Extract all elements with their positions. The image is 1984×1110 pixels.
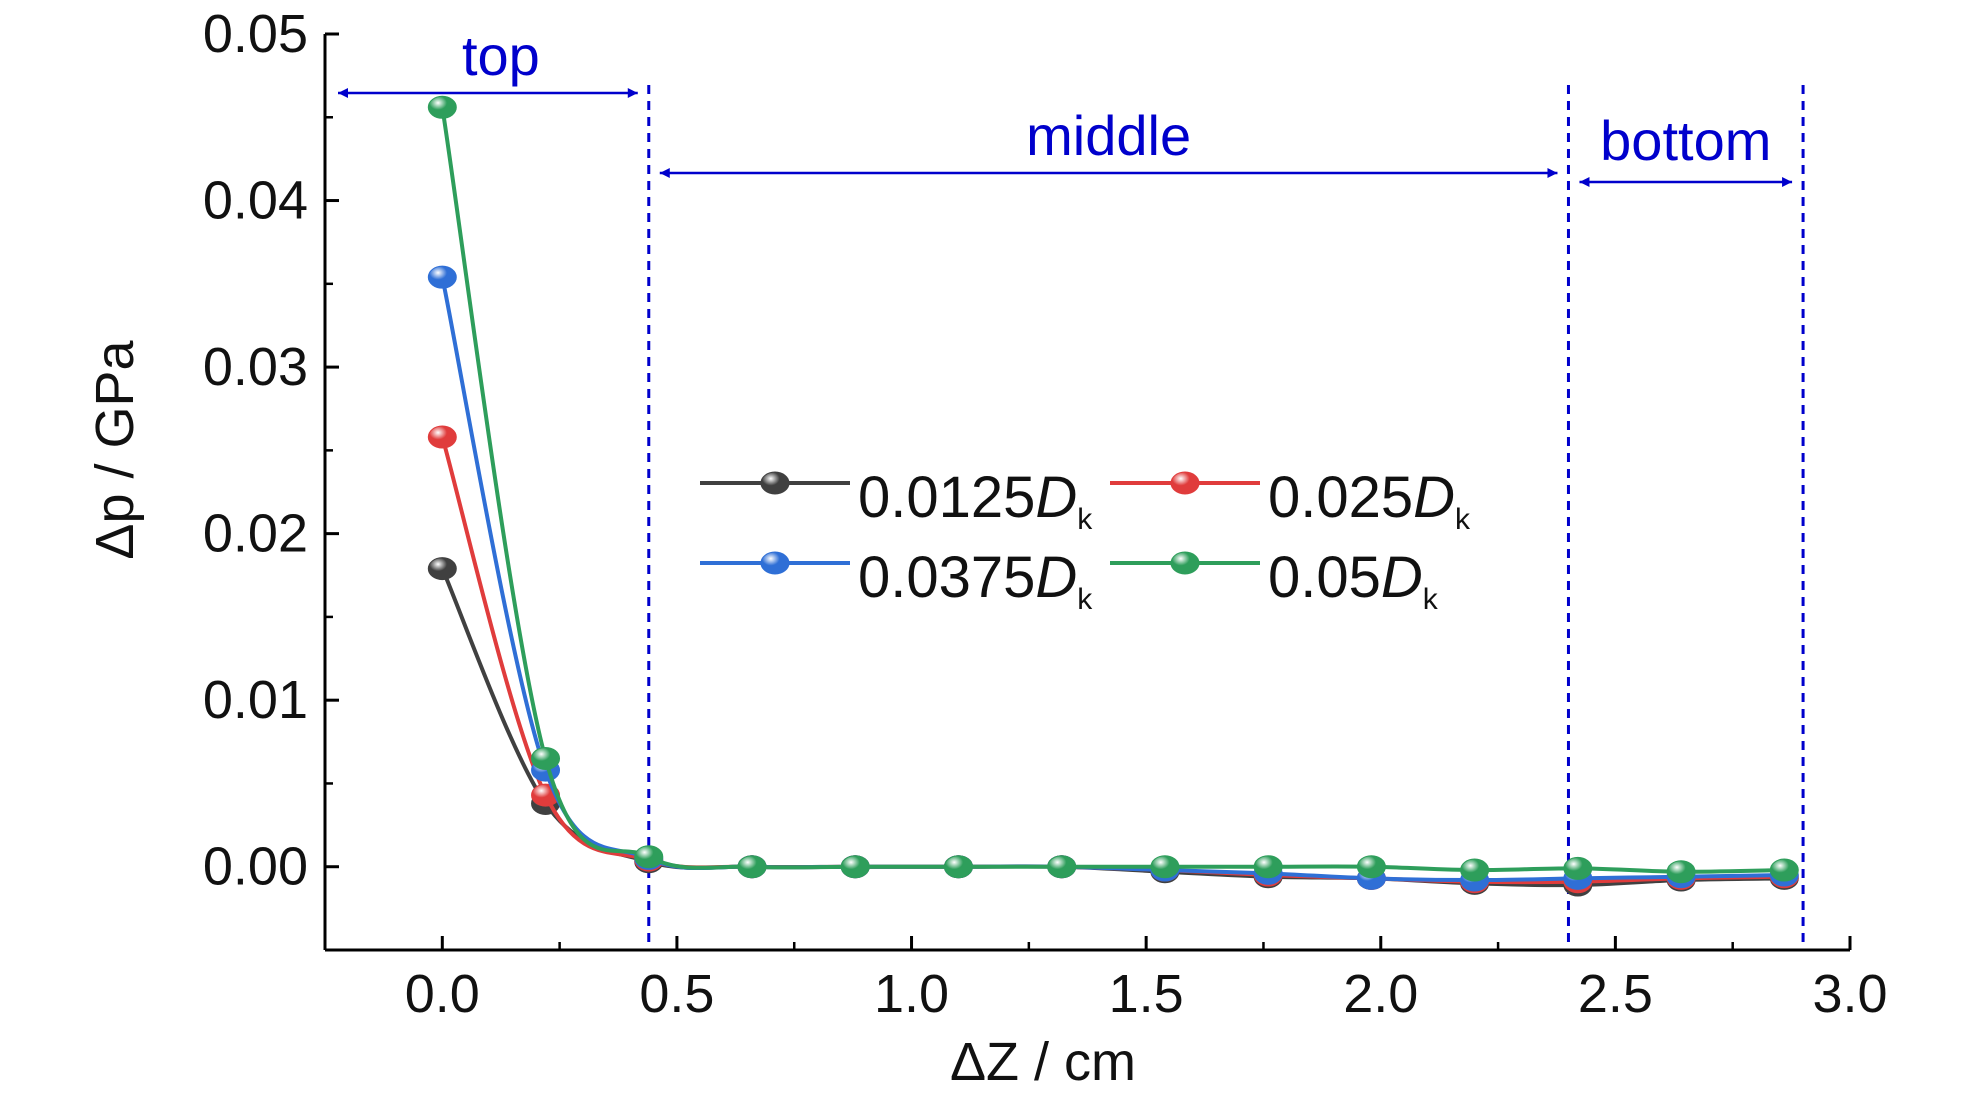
region-label-top: top [462, 24, 540, 87]
series-line-0.025 [440, 436, 1785, 885]
region-annotations: top middle bottom [338, 24, 1805, 950]
data-point [531, 746, 561, 770]
series-line-0.0375 [440, 276, 1785, 883]
axes: 0.0 0.5 1.0 1.5 2.0 2.5 3.0 0.00 0.01 0.02 0.03 0.0… [203, 4, 1888, 1024]
y-axis-label: Δp / GPa [85, 339, 145, 559]
data-point [1047, 855, 1077, 879]
legend-marker [1170, 551, 1200, 575]
data-point [427, 265, 457, 289]
legend-label: 0.0125Dk [858, 465, 1093, 536]
data-point [427, 425, 457, 449]
data-point [1150, 855, 1180, 879]
legend: 0.0125Dk 0.025Dk 0.0375Dk 0.05Dk [700, 465, 1471, 616]
data-point [943, 855, 973, 879]
x-tick-label: 0.5 [639, 964, 714, 1024]
data-point [1563, 856, 1593, 880]
region-label-bottom: bottom [1600, 109, 1771, 172]
legend-marker [760, 551, 790, 575]
y-tick-label: 0.01 [203, 670, 308, 730]
x-tick-label: 2.5 [1578, 964, 1653, 1024]
data-point [737, 855, 767, 879]
data-point [1356, 855, 1386, 879]
region-label-middle: middle [1026, 104, 1191, 167]
legend-label: 0.0375Dk [858, 545, 1093, 616]
data-point [1666, 860, 1696, 884]
x-tick-label: 3.0 [1812, 964, 1887, 1024]
data-point [427, 95, 457, 119]
series-line-0.05 [440, 106, 1785, 874]
data-point [1253, 855, 1283, 879]
y-tick-label: 0.03 [203, 337, 308, 397]
x-tick-label: 1.0 [874, 964, 949, 1024]
y-tick-label: 0.00 [203, 837, 308, 897]
data-point [1460, 858, 1490, 882]
y-tick-label: 0.04 [203, 171, 308, 231]
x-axis-label: ΔZ / cm [950, 1032, 1136, 1092]
y-tick-label: 0.05 [203, 4, 308, 64]
x-tick-label: 0.0 [405, 964, 480, 1024]
legend-marker [760, 471, 790, 495]
data-point [840, 855, 870, 879]
data-point [1769, 858, 1799, 882]
y-tick-label: 0.02 [203, 504, 308, 564]
legend-label: 0.05Dk [1268, 545, 1439, 616]
x-tick-label: 2.0 [1343, 964, 1418, 1024]
data-point [427, 557, 457, 581]
x-tick-label: 1.5 [1109, 964, 1184, 1024]
data-point [634, 845, 664, 869]
series-line-0.0125 [440, 567, 1785, 888]
series-lines [427, 95, 1799, 897]
legend-label: 0.025Dk [1268, 465, 1471, 536]
legend-marker [1170, 471, 1200, 495]
